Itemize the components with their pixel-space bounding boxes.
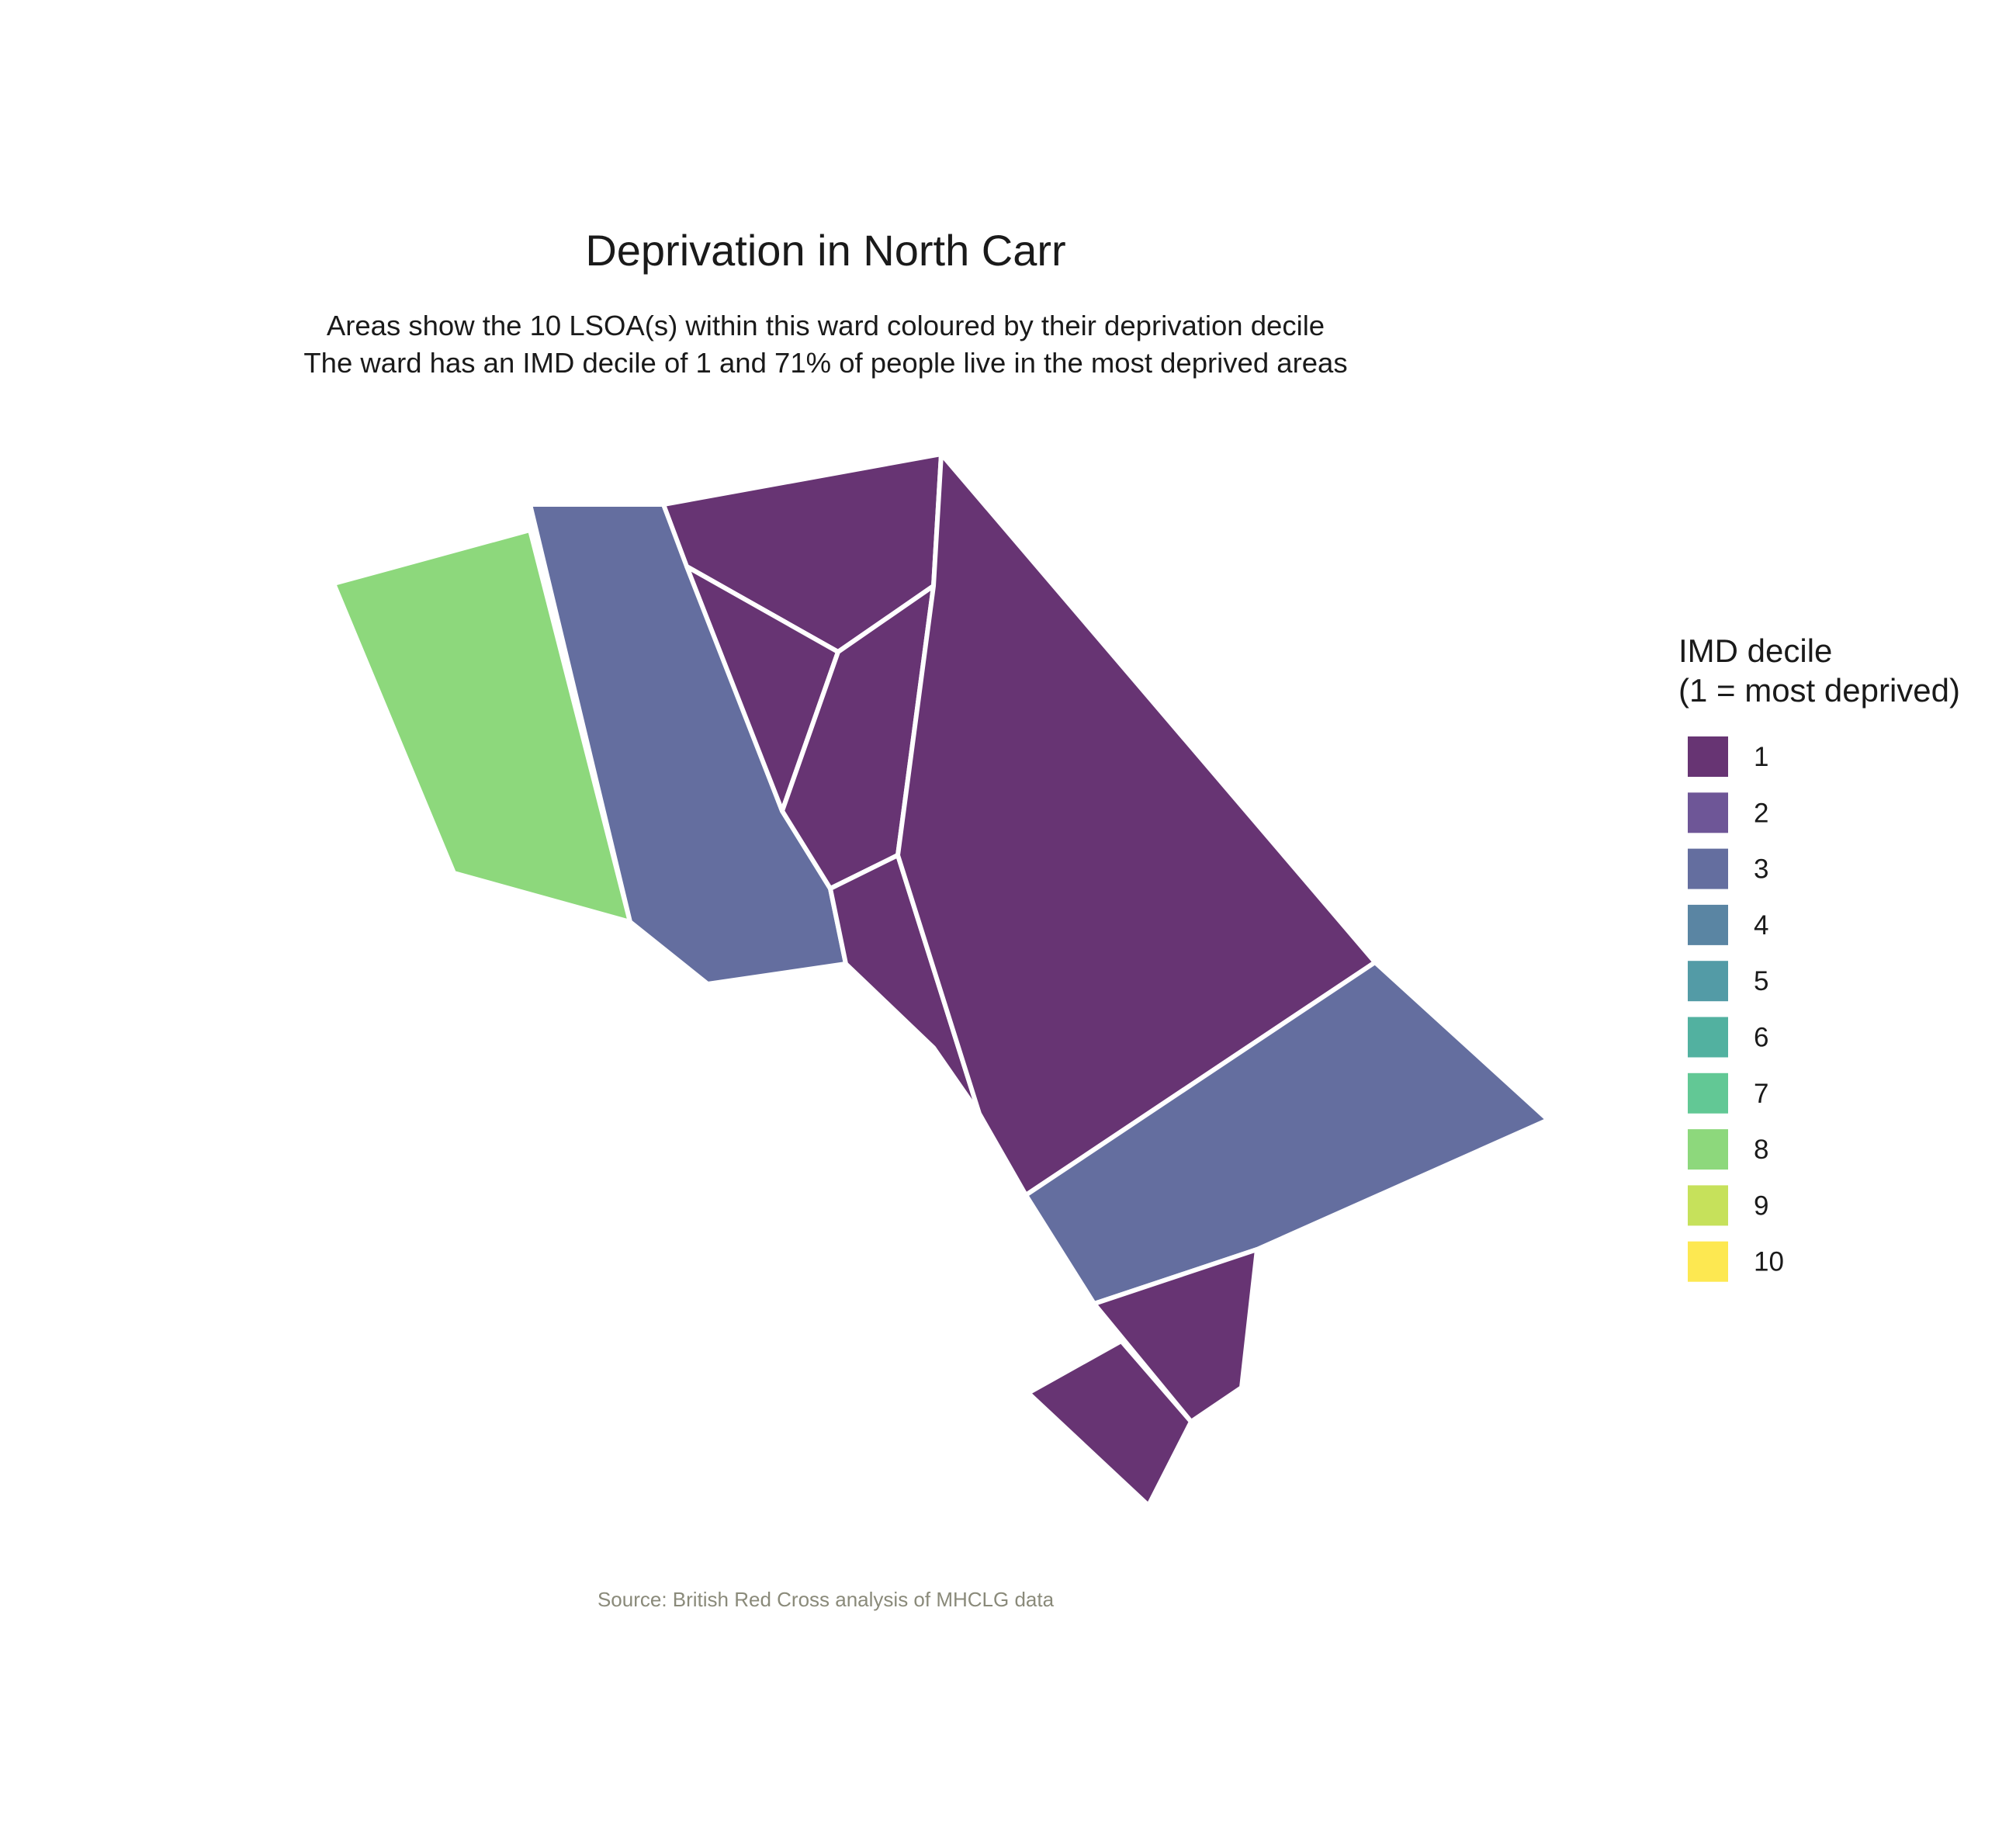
legend-swatch-7 bbox=[1688, 1072, 1728, 1114]
legend-label-10: 10 bbox=[1754, 1247, 1784, 1277]
legend-label-5: 5 bbox=[1754, 966, 1768, 996]
map-title: Deprivation in North Carr bbox=[585, 226, 1065, 275]
legend-swatch-10 bbox=[1688, 1241, 1728, 1282]
legend-label-8: 8 bbox=[1754, 1135, 1768, 1165]
lsoa-area-6 bbox=[828, 853, 982, 1116]
legend-label-2: 2 bbox=[1754, 798, 1768, 828]
legend-swatch-9 bbox=[1688, 1185, 1728, 1226]
legend-title-line-1: IMD decile bbox=[1678, 632, 1832, 669]
map-subtitle-line-1: Areas show the 10 LSOA(s) within this wa… bbox=[327, 310, 1325, 341]
legend-label-6: 6 bbox=[1754, 1023, 1768, 1053]
legend-swatch-4 bbox=[1688, 904, 1728, 945]
legend-label-4: 4 bbox=[1754, 910, 1768, 941]
legend-label-7: 7 bbox=[1754, 1079, 1768, 1109]
lsoa-area-8 bbox=[1024, 960, 1550, 1306]
map-subtitle-line-2: The ward has an IMD decile of 1 and 71% … bbox=[303, 347, 1347, 379]
legend-label-1: 1 bbox=[1754, 742, 1768, 772]
legend-title-line-2: (1 = most deprived) bbox=[1678, 672, 1960, 709]
legend-swatch-8 bbox=[1688, 1129, 1728, 1170]
legend: IMD decile (1 = most deprived) 1 2 3 4 5 6 7 8 9… bbox=[1678, 632, 1960, 1282]
source-caption: Source: British Red Cross analysis of MH… bbox=[598, 1588, 1055, 1611]
legend-swatch-6 bbox=[1688, 1017, 1728, 1058]
legend-swatch-1 bbox=[1688, 736, 1728, 777]
legend-label-9: 9 bbox=[1754, 1190, 1768, 1221]
legend-label-3: 3 bbox=[1754, 854, 1768, 885]
lsoa-area-10 bbox=[1026, 1339, 1193, 1508]
legend-swatch-2 bbox=[1688, 792, 1728, 833]
legend-swatch-3 bbox=[1688, 848, 1728, 889]
lsoa-areas bbox=[331, 452, 1550, 1508]
legend-swatch-5 bbox=[1688, 961, 1728, 1002]
legend-entries: 1 2 3 4 5 6 7 8 9 10 bbox=[1688, 736, 1784, 1282]
